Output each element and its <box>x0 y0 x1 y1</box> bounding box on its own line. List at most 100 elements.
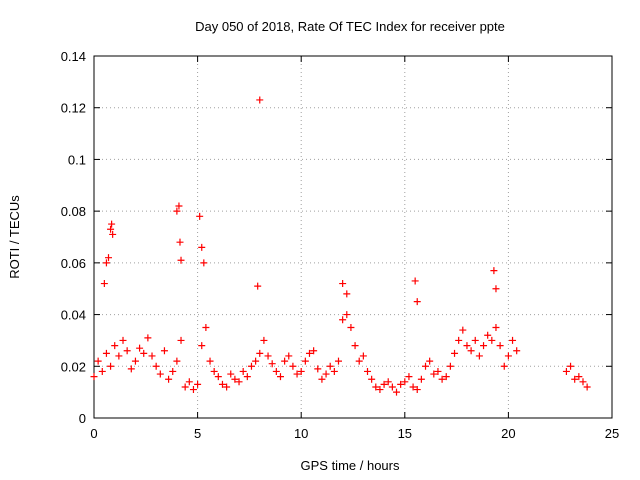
data-point <box>509 336 517 344</box>
data-point <box>198 243 206 251</box>
data-point <box>123 347 131 355</box>
data-point <box>467 347 475 355</box>
data-point <box>177 256 185 264</box>
data-point <box>243 373 251 381</box>
data-point <box>411 277 419 285</box>
data-point <box>322 370 330 378</box>
data-point <box>583 383 591 391</box>
y-tick-label: 0.14 <box>61 49 86 64</box>
data-point <box>185 378 193 386</box>
data-point <box>562 367 570 375</box>
data-point <box>223 383 231 391</box>
data-point <box>109 230 117 238</box>
data-point <box>256 96 264 104</box>
y-tick-label: 0.02 <box>61 359 86 374</box>
data-point <box>239 367 247 375</box>
y-tick-label: 0.08 <box>61 204 86 219</box>
data-point <box>102 349 110 357</box>
data-point <box>417 375 425 383</box>
data-point <box>471 336 479 344</box>
data-point <box>276 373 284 381</box>
data-point <box>231 375 239 383</box>
data-point <box>301 357 309 365</box>
data-point <box>384 378 392 386</box>
data-point <box>326 362 334 370</box>
data-point <box>343 311 351 319</box>
data-point <box>500 362 508 370</box>
data-point <box>210 367 218 375</box>
data-point <box>198 342 206 350</box>
data-point <box>206 357 214 365</box>
data-point <box>451 349 459 357</box>
data-point <box>111 342 119 350</box>
y-tick-label: 0.12 <box>61 101 86 116</box>
data-point <box>156 370 164 378</box>
data-point <box>492 285 500 293</box>
data-point <box>314 365 322 373</box>
data-point <box>94 357 102 365</box>
data-point <box>579 378 587 386</box>
data-point <box>434 367 442 375</box>
data-point <box>504 352 512 360</box>
data-point <box>305 349 313 357</box>
data-point <box>119 336 127 344</box>
axis-ticks: 0 5 10 15 20 25 0 0.02 0.04 0.06 0.08 0.1 0.12 0.14 <box>61 49 620 441</box>
data-point <box>289 362 297 370</box>
data-point <box>339 316 347 324</box>
data-point <box>194 380 202 388</box>
grid-lines <box>94 56 612 418</box>
data-point <box>127 365 135 373</box>
data-point <box>108 220 116 228</box>
data-point <box>160 347 168 355</box>
y-tick-label: 0.1 <box>68 152 86 167</box>
y-tick-label: 0.04 <box>61 308 86 323</box>
x-tick-label: 15 <box>398 426 412 441</box>
data-point <box>268 360 276 368</box>
x-axis-label: GPS time / hours <box>301 458 400 473</box>
x-tick-label: 25 <box>605 426 619 441</box>
data-point <box>165 375 173 383</box>
data-point <box>401 378 409 386</box>
data-point <box>256 349 264 357</box>
data-point <box>575 373 583 381</box>
data-point <box>513 347 521 355</box>
y-axis-label: ROTI / TECUs <box>7 195 22 279</box>
data-point <box>264 352 272 360</box>
data-point <box>227 370 235 378</box>
data-point <box>318 375 326 383</box>
data-point <box>189 386 197 394</box>
data-point <box>107 362 115 370</box>
data-point <box>285 352 293 360</box>
data-point <box>131 357 139 365</box>
data-point <box>293 370 301 378</box>
data-point <box>177 336 185 344</box>
y-tick-label: 0 <box>79 411 86 426</box>
data-point <box>218 380 226 388</box>
data-point <box>426 357 434 365</box>
data-point <box>254 282 262 290</box>
data-point <box>169 367 177 375</box>
data-point <box>372 383 380 391</box>
y-tick-label: 0.06 <box>61 256 86 271</box>
data-point <box>175 202 183 210</box>
data-point <box>107 225 115 233</box>
chart-title: Day 050 of 2018, Rate Of TEC Index for r… <box>195 19 505 34</box>
data-point <box>438 375 446 383</box>
data-point <box>355 357 363 365</box>
data-point <box>480 342 488 350</box>
data-point <box>297 367 305 375</box>
data-point <box>405 373 413 381</box>
data-point <box>488 336 496 344</box>
data-point <box>368 375 376 383</box>
x-tick-label: 20 <box>501 426 515 441</box>
plot-frame <box>93 55 613 419</box>
data-point <box>310 347 318 355</box>
x-tick-label: 0 <box>90 426 97 441</box>
data-point <box>413 386 421 394</box>
data-point <box>144 334 152 342</box>
data-point <box>567 362 575 370</box>
x-tick-label: 10 <box>294 426 308 441</box>
data-point <box>152 362 160 370</box>
data-point <box>490 267 498 275</box>
